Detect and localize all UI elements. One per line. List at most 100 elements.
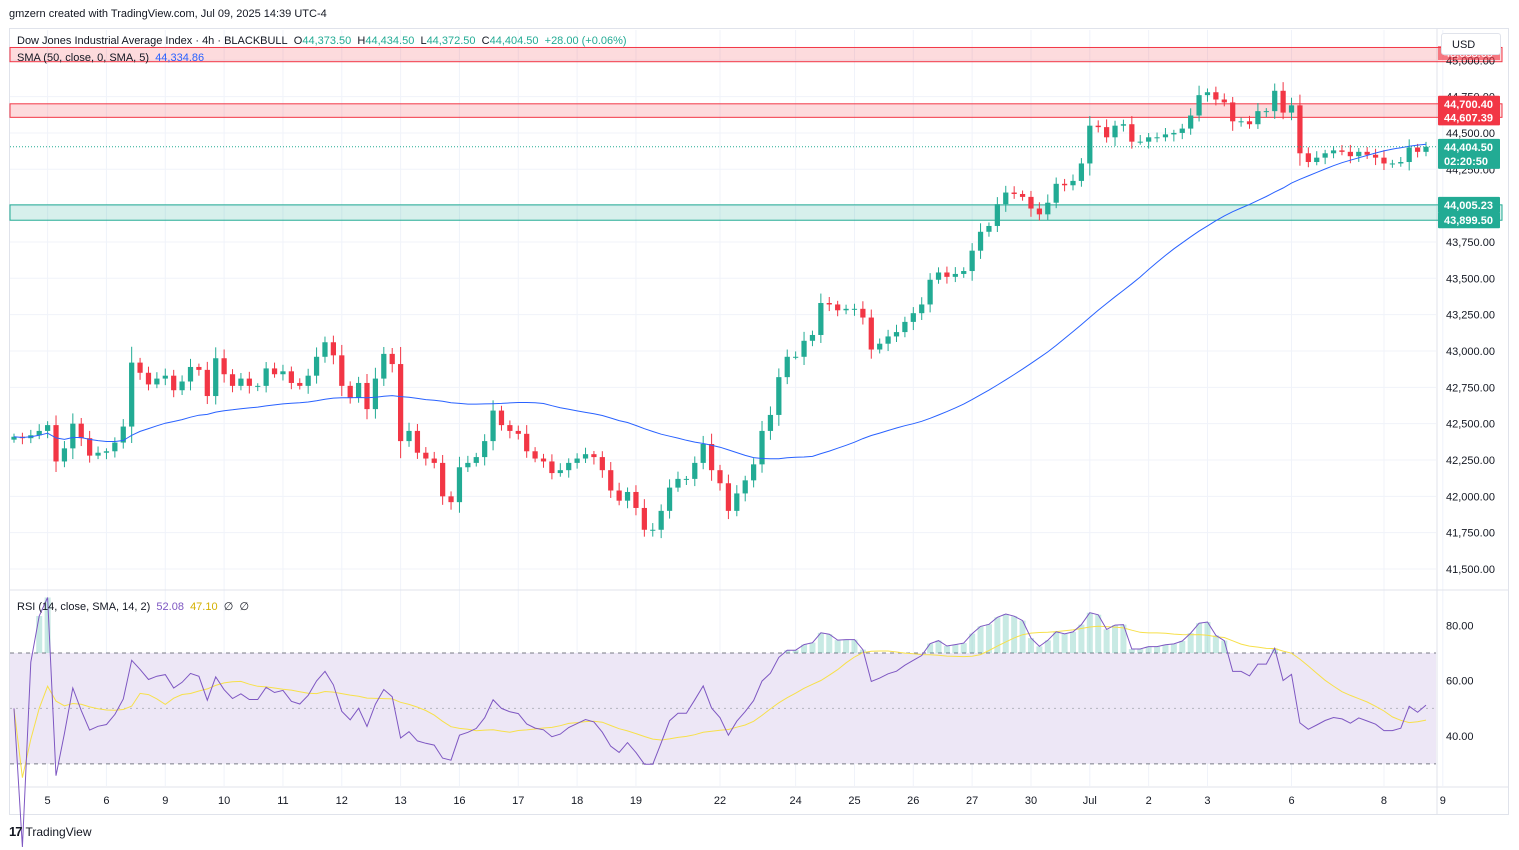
candle-body (87, 438, 93, 456)
support-zone (9, 204, 1503, 221)
candle-body (204, 369, 210, 397)
candle-body (952, 273, 958, 277)
candle-body (137, 362, 143, 373)
candle-body (1053, 183, 1059, 203)
candle-body (557, 470, 563, 474)
symbol-legend[interactable]: Dow Jones Industrial Average Index · 4h … (17, 35, 627, 47)
low-label: L (420, 35, 427, 47)
candle-body (1255, 111, 1261, 125)
time-tick-label: 11 (277, 795, 288, 807)
candle-body (364, 382, 370, 410)
price-tick-label: 43,750.00 (1446, 237, 1495, 249)
candle-body (1330, 150, 1337, 154)
candle-body (1188, 115, 1194, 129)
candle-body (944, 272, 950, 277)
candle-body (229, 374, 236, 386)
candle-body (1078, 163, 1085, 181)
time-tick-label: 3 (1204, 795, 1210, 807)
price-tick-label: 41,750.00 (1446, 528, 1495, 540)
candle-body (851, 308, 858, 310)
candle-body (1364, 151, 1370, 155)
candle-body (95, 452, 101, 456)
time-axis: 5 6 9 10 11 12 13 16 17 18 19 22 24 25 26 27 30 Jul 2 3 6 8 9 (45, 795, 1446, 807)
time-tick-label: 13 (394, 795, 406, 807)
time-tick-label: 9 (162, 795, 168, 807)
candle-body (297, 382, 303, 386)
candle-body (784, 356, 790, 378)
candle-body (53, 425, 59, 462)
candle-body (793, 356, 799, 358)
candle-body (835, 304, 841, 311)
candle-body (507, 425, 513, 431)
candle-body (1146, 137, 1152, 142)
candle-body (809, 334, 816, 341)
price-tick-label: 43,250.00 (1446, 310, 1495, 322)
candle-body (826, 303, 832, 305)
candle-body (549, 461, 555, 474)
candle-body (330, 342, 336, 356)
candle-body (1297, 105, 1303, 154)
candle-body (1381, 157, 1387, 164)
candle-body (381, 353, 387, 379)
time-tick-label: 24 (790, 795, 802, 807)
candle-body (961, 271, 967, 274)
time-tick-label: 10 (218, 795, 230, 807)
candle-body (524, 433, 530, 452)
chart-frame[interactable] (9, 28, 1509, 815)
candle-body (112, 442, 118, 452)
candle-body (591, 454, 597, 458)
price-badge-text: 02:20:50 (1444, 156, 1488, 168)
candle-body (1213, 92, 1219, 100)
high-value: 44,434.50 (365, 35, 415, 47)
rsi-legend[interactable]: RSI (14, close, SMA, 14, 2) 52.08 47.10 … (17, 600, 249, 613)
candle-body (187, 366, 194, 382)
candle-body (120, 426, 126, 443)
price-tick-label: 42,000.00 (1446, 491, 1495, 503)
time-tick-label: 6 (103, 795, 109, 807)
candle-body (1019, 193, 1026, 197)
time-tick-label: 27 (966, 795, 978, 807)
candle-body (1246, 121, 1253, 125)
candle-body (902, 321, 908, 333)
candle-body (599, 457, 605, 471)
candle-body (683, 478, 689, 480)
price-tick-label: 43,000.00 (1446, 346, 1495, 358)
candle-body (78, 423, 84, 439)
candle-body (843, 308, 849, 311)
candle-body (935, 272, 942, 280)
candle-body (1171, 132, 1177, 135)
candle-body (759, 430, 765, 465)
price-badge (1438, 138, 1500, 155)
candle-body (11, 436, 17, 440)
candle-body (313, 356, 320, 376)
candle-body (818, 303, 824, 335)
symbol-name: Dow Jones Industrial Average Index · 4h … (17, 35, 288, 47)
candle-body (322, 342, 328, 357)
candle-body (448, 496, 454, 503)
currency-selector[interactable]: USD (1441, 33, 1501, 55)
candle-body (776, 377, 782, 415)
candle-body (1356, 151, 1362, 157)
candle-body (213, 358, 219, 397)
attribution-text: gmzern created with TradingView.com, Jul… (9, 8, 327, 20)
candle-body (801, 340, 807, 357)
candle-body (532, 451, 538, 459)
candle-body (658, 510, 664, 530)
candle-body (893, 332, 900, 337)
sma-legend[interactable]: SMA (50, close, 0, SMA, 5) 44,334.86 (17, 52, 204, 64)
candle-body (1238, 121, 1244, 123)
candle-body (1162, 134, 1169, 138)
rsi-panel (10, 597, 1436, 848)
candle-body (1129, 124, 1135, 142)
time-tick-label: 30 (1025, 795, 1037, 807)
candle-body (566, 462, 572, 471)
candle-body (1120, 124, 1127, 126)
candle-body (742, 480, 748, 494)
candle-body (877, 343, 883, 350)
candle-body (1003, 192, 1009, 205)
candle-body (927, 279, 933, 305)
candle-body (708, 444, 715, 471)
sma-label: SMA (50, close, 0, SMA, 5) (17, 52, 150, 64)
tradingview-logo[interactable]: 17 TradingView (9, 824, 92, 839)
